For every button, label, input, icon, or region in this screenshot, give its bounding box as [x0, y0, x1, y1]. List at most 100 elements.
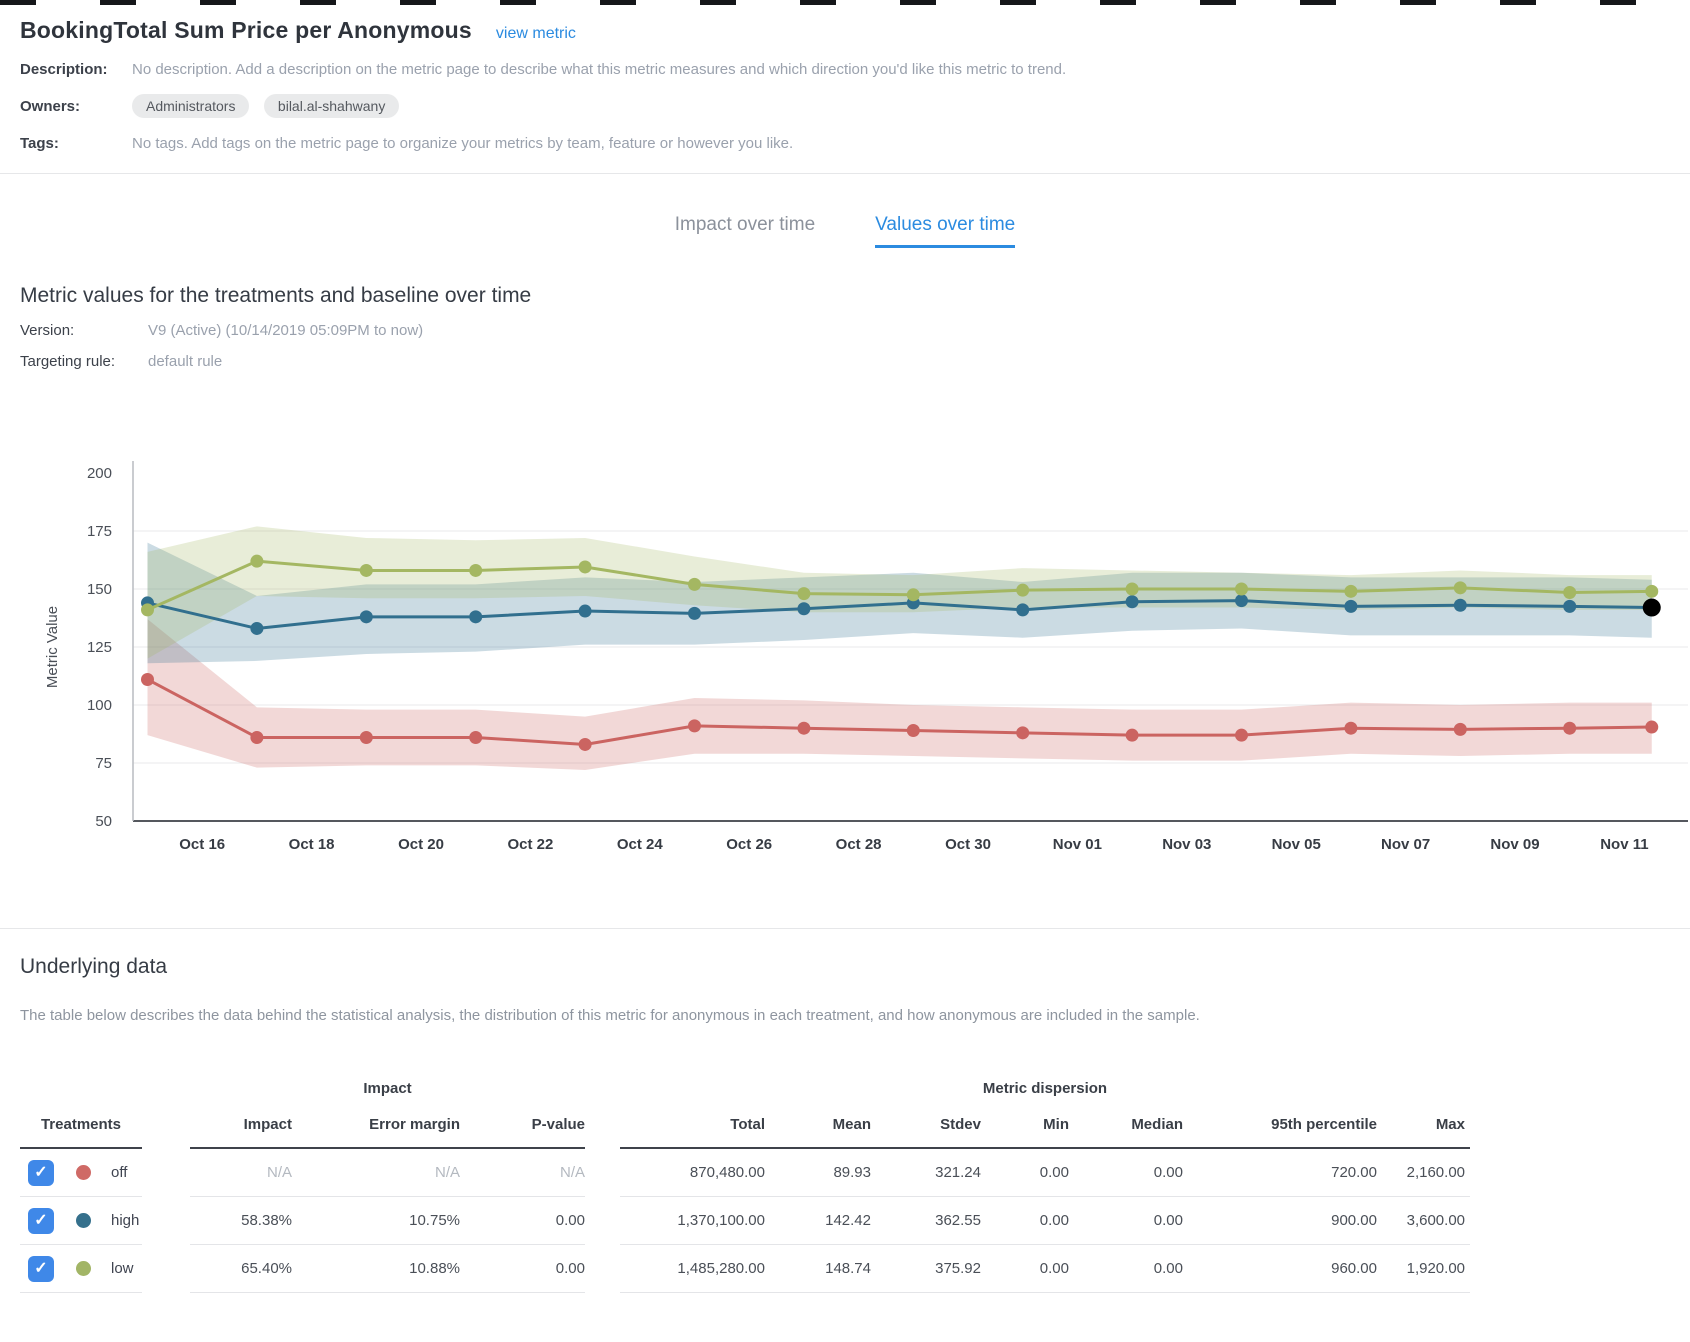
targeting-rule-label: Targeting rule: [20, 353, 116, 370]
error-margin-value: N/A [434, 1164, 460, 1181]
p-value: 0.00 [555, 1260, 585, 1277]
underlying-data-description: The table below describes the data behin… [20, 1007, 1200, 1024]
svg-text:150: 150 [87, 581, 112, 598]
table-row-high: ✓ high [20, 1197, 142, 1245]
svg-text:Nov 11: Nov 11 [1600, 836, 1648, 853]
impact-block: Impact Impact Error margin P-value N/A N… [190, 1080, 585, 1293]
header-divider [0, 173, 1690, 174]
col-header-95th-percentile: 95th percentile [1271, 1116, 1377, 1133]
median-value: 0.00 [1153, 1212, 1183, 1229]
treatment-checkbox-high[interactable]: ✓ [28, 1207, 54, 1234]
section-divider [0, 928, 1690, 929]
col-header-mean: Mean [832, 1116, 871, 1133]
table-row-low: ✓ low [20, 1245, 142, 1293]
checkmark-icon: ✓ [34, 1211, 48, 1229]
p95-value: 960.00 [1331, 1260, 1377, 1277]
dispersion-group-header: Metric dispersion [982, 1080, 1108, 1097]
error-margin-value: 10.88% [409, 1260, 460, 1277]
p95-value: 900.00 [1331, 1212, 1377, 1229]
description-text: No description. Add a description on the… [132, 60, 1067, 78]
table-row-off: 870,480.00 89.93 321.24 0.00 0.00 720.00… [620, 1149, 1470, 1197]
min-value: 0.00 [1039, 1164, 1069, 1181]
col-header-max: Max [1435, 1116, 1465, 1133]
max-value: 2,160.00 [1406, 1164, 1465, 1181]
impact-value: 58.38% [241, 1212, 292, 1229]
min-value: 0.00 [1039, 1212, 1069, 1229]
treatment-color-dot [76, 1213, 91, 1228]
stdev-value: 362.55 [935, 1212, 981, 1229]
table-row-high: 1,370,100.00 142.42 362.55 0.00 0.00 900… [620, 1197, 1470, 1245]
page-title: BookingTotal Sum Price per Anonymous [20, 17, 472, 43]
tags-row: Tags: No tags. Add tags on the metric pa… [20, 131, 1670, 155]
col-header-min: Min [1043, 1116, 1069, 1133]
treatment-name: low [111, 1260, 134, 1277]
svg-text:Oct 18: Oct 18 [289, 836, 335, 853]
p-value: 0.00 [555, 1212, 585, 1229]
min-value: 0.00 [1039, 1260, 1069, 1277]
svg-text:175: 175 [87, 523, 112, 540]
table-row-high: 58.38% 10.75% 0.00 [190, 1197, 585, 1245]
svg-text:Oct 28: Oct 28 [836, 836, 882, 853]
mean-value: 89.93 [833, 1164, 871, 1181]
header: BookingTotal Sum Price per Anonymous vie… [20, 17, 1670, 44]
total-value: 1,485,280.00 [677, 1260, 765, 1277]
view-metric-link[interactable]: view metric [495, 25, 576, 42]
p-value: N/A [559, 1164, 585, 1181]
treatment-name: high [111, 1212, 140, 1229]
checkmark-icon: ✓ [34, 1259, 48, 1277]
total-value: 870,480.00 [689, 1164, 765, 1181]
col-header-p-value: P-value [531, 1116, 585, 1133]
p95-value: 720.00 [1331, 1164, 1377, 1181]
svg-text:Nov 03: Nov 03 [1162, 836, 1211, 853]
tab-values-over-time[interactable]: Values over time [875, 214, 1016, 248]
col-header-stdev: Stdev [940, 1116, 981, 1133]
mean-value: 148.74 [825, 1260, 871, 1277]
treatments-header: Treatments [40, 1116, 122, 1133]
section-heading: Metric values for the treatments and bas… [20, 284, 532, 307]
targeting-rule-row: Targeting rule: default rule [20, 353, 1670, 370]
svg-text:50: 50 [95, 813, 112, 830]
max-value: 3,600.00 [1406, 1212, 1465, 1229]
description-label: Description: [20, 60, 108, 78]
svg-text:Oct 20: Oct 20 [398, 836, 444, 853]
col-header-impact: Impact [243, 1116, 292, 1133]
impact-value: N/A [266, 1164, 292, 1181]
svg-text:100: 100 [87, 697, 112, 714]
treatment-name: off [111, 1164, 128, 1181]
targeting-rule-value: default rule [148, 353, 223, 370]
tags-text: No tags. Add tags on the metric page to … [132, 134, 794, 152]
treatments-block: Treatments ✓ off ✓ high ✓ [20, 1080, 142, 1293]
description-row: Description: No description. Add a descr… [20, 57, 1670, 81]
max-value: 1,920.00 [1406, 1260, 1465, 1277]
treatment-checkbox-low[interactable]: ✓ [28, 1255, 54, 1282]
svg-text:200: 200 [87, 465, 112, 482]
mean-value: 142.42 [825, 1212, 871, 1229]
median-value: 0.00 [1153, 1260, 1183, 1277]
svg-text:Nov 01: Nov 01 [1053, 836, 1102, 853]
impact-group-header: Impact [363, 1080, 412, 1097]
svg-text:Oct 26: Oct 26 [726, 836, 772, 853]
svg-text:Oct 16: Oct 16 [179, 836, 225, 853]
col-header-total: Total [730, 1116, 765, 1133]
svg-text:Oct 22: Oct 22 [507, 836, 553, 853]
table-row-off: ✓ off [20, 1149, 142, 1197]
treatment-color-dot [76, 1165, 91, 1180]
version-row: Version: V9 (Active) (10/14/2019 05:09PM… [20, 322, 1670, 339]
metric-chart[interactable]: 200 175 150 125 100 75 50 Oct 16 Oct 18 Oct 20 Oct… [0, 425, 1690, 870]
owners-row: Owners: Administrators bilal.al-shahwany [20, 94, 1670, 118]
table-row-low: 65.40% 10.88% 0.00 [190, 1245, 585, 1293]
metric-dispersion-block: Metric dispersion Total Mean Stdev Min M… [620, 1080, 1470, 1293]
checkmark-icon: ✓ [34, 1163, 48, 1181]
stdev-value: 321.24 [935, 1164, 981, 1181]
col-header-median: Median [1131, 1116, 1183, 1133]
table-row-low: 1,485,280.00 148.74 375.92 0.00 0.00 960… [620, 1245, 1470, 1293]
svg-text:Oct 24: Oct 24 [617, 836, 664, 853]
owners-label: Owners: [20, 97, 81, 115]
treatment-color-dot [76, 1261, 91, 1276]
tab-impact-over-time[interactable]: Impact over time [674, 214, 816, 235]
svg-text:Nov 05: Nov 05 [1272, 836, 1321, 853]
treatment-checkbox-off[interactable]: ✓ [28, 1159, 54, 1186]
top-dashed-border [0, 0, 1690, 5]
version-value: V9 (Active) (10/14/2019 05:09PM to now) [148, 322, 424, 339]
owner-pill: Administrators [132, 94, 250, 118]
